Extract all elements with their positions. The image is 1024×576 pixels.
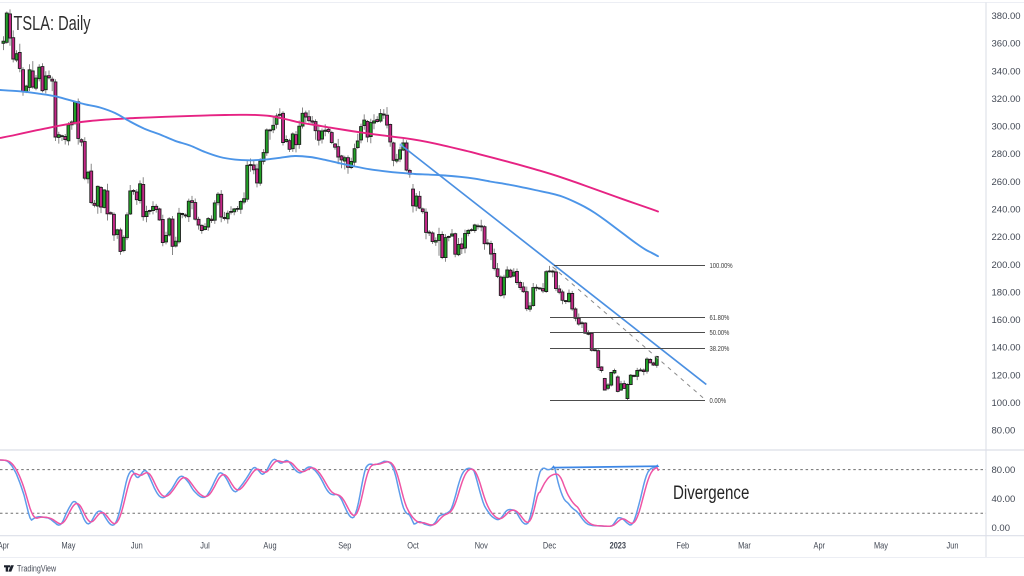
- svg-text:Jul: Jul: [200, 540, 210, 551]
- svg-text:May: May: [874, 540, 889, 551]
- svg-text:80.00: 80.00: [992, 465, 1016, 476]
- svg-text:380.00: 380.00: [992, 11, 1021, 22]
- svg-text:100.00: 100.00: [992, 398, 1021, 409]
- svg-text:2023: 2023: [610, 540, 627, 551]
- svg-text:50.00%: 50.00%: [710, 330, 730, 338]
- svg-text:Mar: Mar: [738, 540, 751, 551]
- svg-text:0.00: 0.00: [992, 523, 1011, 534]
- svg-text:320.00: 320.00: [992, 94, 1021, 105]
- svg-text:240.00: 240.00: [992, 205, 1021, 216]
- svg-text:61.80%: 61.80%: [710, 315, 730, 323]
- svg-text:180.00: 180.00: [992, 287, 1021, 298]
- svg-text:Jun: Jun: [131, 540, 143, 551]
- svg-text:280.00: 280.00: [992, 149, 1021, 160]
- svg-text:140.00: 140.00: [992, 343, 1021, 354]
- svg-text:40.00: 40.00: [992, 494, 1016, 505]
- svg-text:Feb: Feb: [676, 540, 689, 551]
- svg-text:340.00: 340.00: [992, 66, 1021, 77]
- svg-text:Sep: Sep: [338, 540, 351, 551]
- svg-text:38.20%: 38.20%: [710, 346, 730, 354]
- svg-text:360.00: 360.00: [992, 39, 1021, 50]
- svg-text:120.00: 120.00: [992, 370, 1021, 381]
- svg-text:Oct: Oct: [407, 540, 419, 551]
- svg-text:Apr: Apr: [814, 540, 826, 551]
- svg-text:160.00: 160.00: [992, 315, 1021, 326]
- svg-text:Dec: Dec: [543, 540, 557, 551]
- svg-text:80.00: 80.00: [992, 426, 1016, 437]
- svg-text:220.00: 220.00: [992, 232, 1021, 243]
- svg-text:Nov: Nov: [475, 540, 489, 551]
- svg-text:TSLA: Daily: TSLA: Daily: [14, 12, 91, 35]
- svg-text:Aug: Aug: [263, 540, 276, 551]
- svg-text:200.00: 200.00: [992, 260, 1021, 271]
- svg-text:Jun: Jun: [947, 540, 959, 551]
- svg-text:Divergence: Divergence: [673, 481, 749, 503]
- svg-text:300.00: 300.00: [992, 122, 1021, 133]
- svg-text:Apr: Apr: [0, 540, 9, 551]
- svg-text:0.00%: 0.00%: [710, 398, 727, 406]
- svg-text:TradingView: TradingView: [17, 564, 56, 574]
- svg-text:260.00: 260.00: [992, 177, 1021, 188]
- svg-text:100.00%: 100.00%: [710, 263, 733, 271]
- svg-text:May: May: [62, 540, 77, 551]
